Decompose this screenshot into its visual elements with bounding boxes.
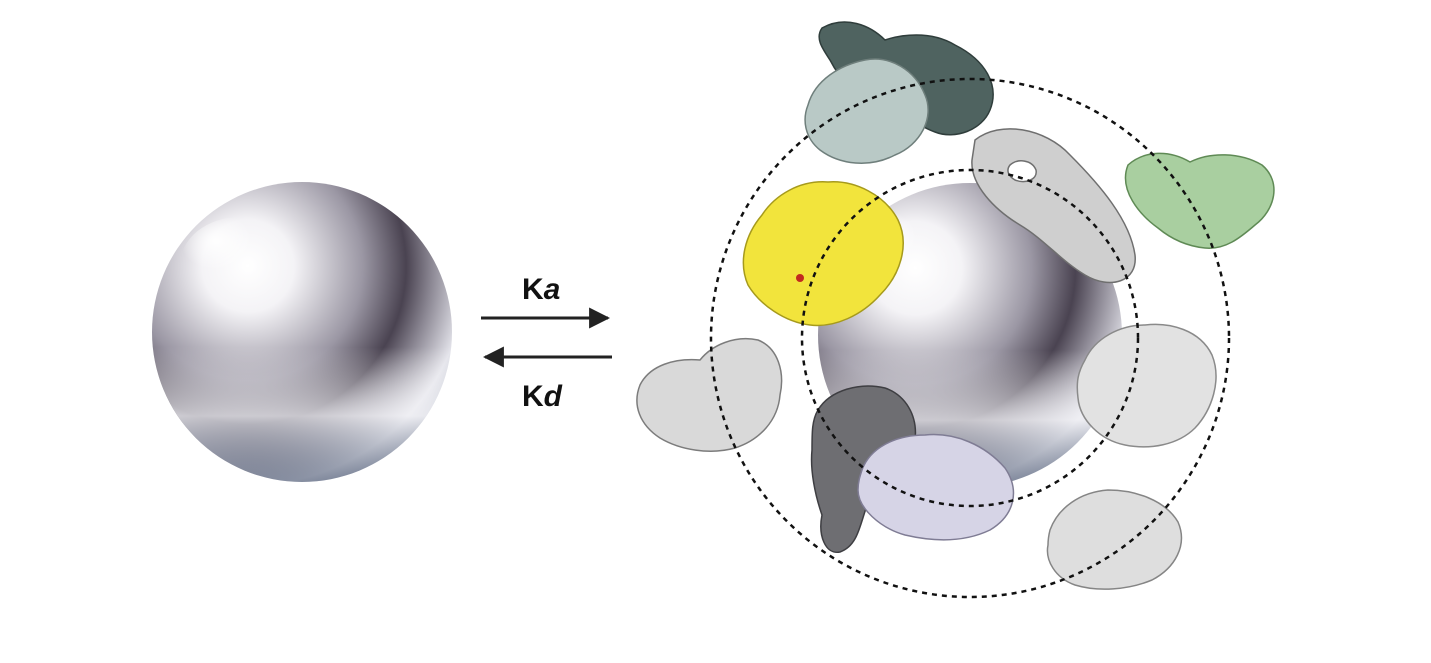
bare-nanoparticle [152, 182, 452, 482]
protein-yellow-ligand [796, 274, 804, 282]
protein-light-teal [804, 58, 929, 164]
hard-corona-ring [800, 168, 1140, 508]
association-rate-label: Ka [522, 273, 560, 306]
dissociation-rate-label: Kd [522, 380, 563, 413]
protein-yellow [742, 181, 904, 327]
protein-left-grey [636, 338, 783, 452]
nanoparticle-with-protein-corona [636, 21, 1275, 599]
protein-bottom-right-grey [1046, 489, 1183, 590]
protein-right-grey [1076, 323, 1217, 448]
equilibrium-arrows: Ka Kd [481, 273, 612, 413]
protein-green [1124, 152, 1275, 249]
soft-corona-ring [709, 77, 1231, 599]
protein-bottom-lavender [857, 433, 1015, 541]
